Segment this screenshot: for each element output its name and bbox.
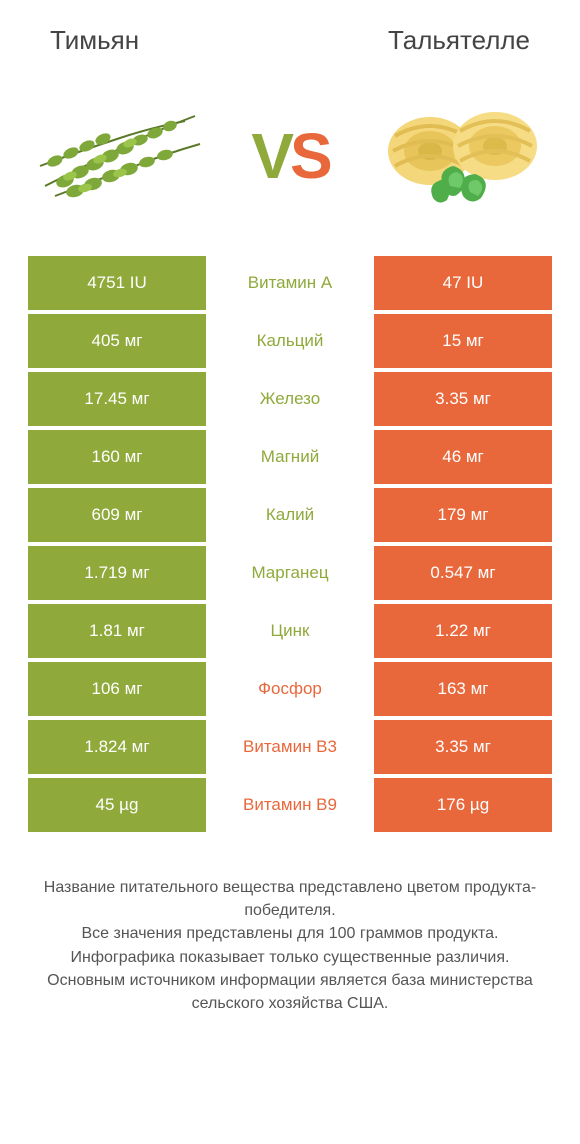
left-value: 17.45 мг — [28, 372, 206, 426]
images-row: VS — [0, 66, 580, 256]
nutrient-label: Кальций — [206, 314, 374, 368]
left-value: 1.824 мг — [28, 720, 206, 774]
thyme-icon — [30, 96, 210, 216]
table-row: 45 µgВитамин B9176 µg — [28, 778, 552, 832]
right-value: 0.547 мг — [374, 546, 552, 600]
nutrient-label: Калий — [206, 488, 374, 542]
right-value: 179 мг — [374, 488, 552, 542]
table-row: 4751 IUВитамин A47 IU — [28, 256, 552, 310]
comparison-table: 4751 IUВитамин A47 IU405 мгКальций15 мг1… — [0, 256, 580, 832]
nutrient-label: Железо — [206, 372, 374, 426]
right-value: 3.35 мг — [374, 720, 552, 774]
vs-s: S — [290, 120, 329, 192]
nutrient-label: Витамин B3 — [206, 720, 374, 774]
table-row: 1.824 мгВитамин B33.35 мг — [28, 720, 552, 774]
nutrient-label: Марганец — [206, 546, 374, 600]
table-row: 1.81 мгЦинк1.22 мг — [28, 604, 552, 658]
tagliatelle-icon — [370, 96, 550, 216]
table-row: 405 мгКальций15 мг — [28, 314, 552, 368]
right-value: 1.22 мг — [374, 604, 552, 658]
right-value: 15 мг — [374, 314, 552, 368]
table-row: 1.719 мгМарганец0.547 мг — [28, 546, 552, 600]
left-value: 1.719 мг — [28, 546, 206, 600]
left-value: 4751 IU — [28, 256, 206, 310]
right-value: 176 µg — [374, 778, 552, 832]
nutrient-label: Витамин B9 — [206, 778, 374, 832]
table-row: 609 мгКалий179 мг — [28, 488, 552, 542]
footnote-line: Название питательного вещества представл… — [30, 876, 550, 922]
nutrient-label: Цинк — [206, 604, 374, 658]
right-value: 46 мг — [374, 430, 552, 484]
left-value: 106 мг — [28, 662, 206, 716]
left-value: 609 мг — [28, 488, 206, 542]
table-row: 106 мгФосфор163 мг — [28, 662, 552, 716]
header: Тимьян Тальятелле — [0, 0, 580, 66]
right-value: 3.35 мг — [374, 372, 552, 426]
footnote-line: Все значения представлены для 100 граммо… — [30, 922, 550, 945]
vs-label: VS — [251, 119, 328, 193]
title-right: Тальятелле — [388, 25, 530, 56]
right-value: 47 IU — [374, 256, 552, 310]
footnote: Название питательного вещества представл… — [0, 836, 580, 1015]
title-left: Тимьян — [50, 25, 139, 56]
footnote-line: Основным источником информации является … — [30, 969, 550, 1015]
vs-v: V — [251, 120, 290, 192]
left-value: 45 µg — [28, 778, 206, 832]
table-row: 17.45 мгЖелезо3.35 мг — [28, 372, 552, 426]
table-row: 160 мгМагний46 мг — [28, 430, 552, 484]
nutrient-label: Фосфор — [206, 662, 374, 716]
left-value: 160 мг — [28, 430, 206, 484]
footnote-line: Инфографика показывает только существенн… — [30, 946, 550, 969]
nutrient-label: Магний — [206, 430, 374, 484]
left-value: 1.81 мг — [28, 604, 206, 658]
left-value: 405 мг — [28, 314, 206, 368]
nutrient-label: Витамин A — [206, 256, 374, 310]
right-value: 163 мг — [374, 662, 552, 716]
